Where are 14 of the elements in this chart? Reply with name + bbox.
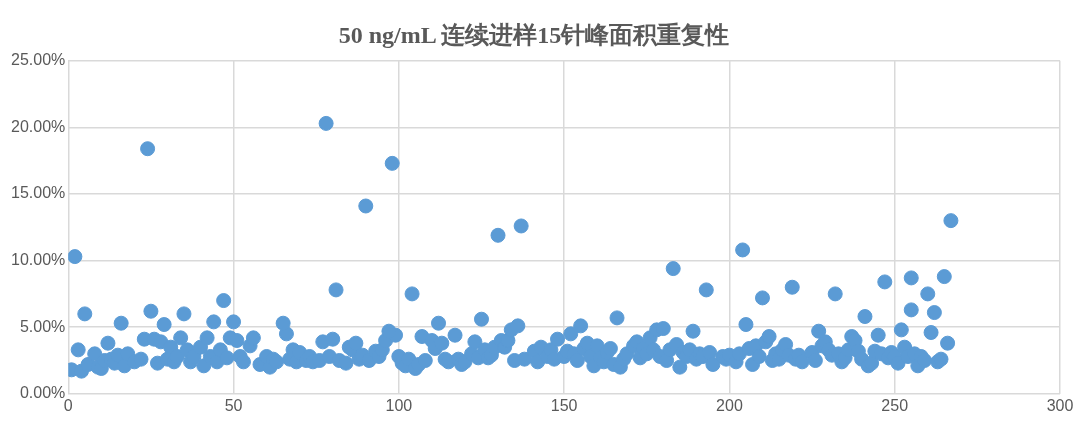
y-tick-label: 25.00% bbox=[11, 51, 66, 69]
y-tick-label: 20.00% bbox=[11, 117, 66, 135]
y-tick-label: 5.00% bbox=[19, 317, 66, 335]
x-tick-label: 200 bbox=[716, 396, 743, 414]
y-tick-label: 10.00% bbox=[11, 251, 66, 269]
x-tick-label: 300 bbox=[1046, 396, 1074, 414]
x-tick-label: 150 bbox=[550, 396, 578, 414]
x-tick-label: 0 bbox=[63, 396, 73, 414]
x-tick-label: 250 bbox=[881, 396, 909, 414]
y-tick-label: 15.00% bbox=[11, 184, 66, 202]
x-tick-label: 100 bbox=[385, 396, 413, 414]
chart-title: 50 ng/mL 连续进样15针峰面积重复性 bbox=[338, 21, 730, 48]
x-tick-label: 50 bbox=[224, 396, 243, 414]
y-tick-label: 0.00% bbox=[19, 384, 66, 402]
